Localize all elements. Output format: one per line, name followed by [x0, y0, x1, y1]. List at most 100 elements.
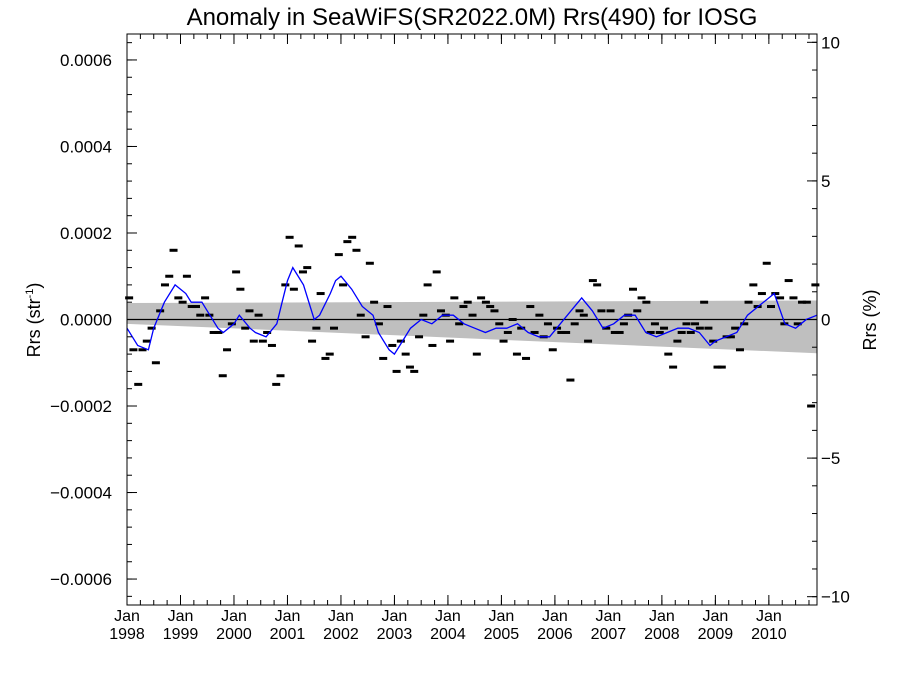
anomaly-point	[361, 335, 370, 339]
anomaly-point	[249, 339, 258, 343]
anomaly-point	[695, 326, 704, 330]
anomaly-point	[700, 300, 709, 304]
anomaly-point	[677, 330, 686, 334]
anomaly-point	[298, 270, 307, 274]
anomaly-point	[330, 326, 338, 330]
anomaly-point	[619, 322, 628, 326]
anomaly-point	[691, 322, 700, 326]
anomaly-point	[673, 339, 682, 343]
x-tick-year-label: 2004	[430, 626, 466, 643]
anomaly-point	[499, 339, 508, 343]
anomaly-point	[642, 300, 651, 304]
anomaly-point	[660, 326, 669, 330]
anomaly-point	[543, 322, 552, 326]
y-tick-label: 0.0002	[60, 224, 112, 243]
anomaly-point	[365, 261, 374, 265]
anomaly-point	[436, 309, 445, 313]
running-mean-line	[126, 266, 818, 356]
anomaly-point	[196, 313, 205, 317]
anomaly-point	[522, 356, 531, 360]
anomaly-point	[468, 313, 477, 317]
y-tick-label: 0.0004	[60, 137, 112, 156]
anomaly-point	[530, 330, 539, 334]
anomaly-point	[312, 326, 321, 330]
anomaly-point	[757, 292, 766, 296]
anomaly-point	[129, 348, 138, 352]
anomaly-point	[655, 330, 664, 334]
running-mean-path	[126, 266, 818, 356]
x-tick-month-label: Jan	[542, 608, 568, 625]
anomaly-point	[798, 300, 807, 304]
anomaly-point	[548, 348, 557, 352]
anomaly-point	[726, 335, 735, 339]
anomaly-point	[793, 322, 802, 326]
anomaly-point	[767, 305, 775, 309]
anomaly-point	[241, 326, 250, 330]
anomaly-point	[258, 339, 267, 343]
anomaly-point	[615, 330, 624, 334]
monthly-anomaly-points	[125, 235, 820, 408]
anomaly-point	[784, 279, 793, 283]
anomaly-point	[218, 374, 227, 378]
anomaly-point	[486, 305, 495, 309]
anomaly-point	[348, 235, 357, 239]
anomaly-point	[125, 296, 134, 300]
anomaly-point	[379, 356, 388, 360]
anomaly-point	[503, 330, 512, 334]
x-tick-month-label: Jan	[275, 608, 301, 625]
anomaly-point	[192, 305, 200, 309]
anomaly-point	[713, 365, 722, 369]
x-tick-year-label: 2010	[751, 626, 787, 643]
anomaly-point	[664, 352, 673, 356]
x-tick-year-label: 2005	[484, 626, 520, 643]
x-tick-year-label: 2008	[644, 626, 680, 643]
anomaly-point	[455, 322, 464, 326]
anomaly-point	[597, 309, 606, 313]
anomaly-point	[383, 305, 392, 309]
y2-tick-label: −5	[821, 449, 840, 468]
anomaly-point	[352, 248, 361, 252]
anomaly-point	[405, 365, 414, 369]
anomaly-point	[704, 326, 713, 330]
anomaly-point	[182, 274, 191, 278]
y-axis-left-label: Rrs (str-1)	[24, 283, 44, 358]
anomaly-point	[472, 352, 481, 356]
anomaly-point	[303, 266, 312, 270]
chart-title: Anomaly in SeaWiFS(SR2022.0M) Rrs(490) f…	[187, 4, 758, 31]
anomaly-point	[232, 270, 241, 274]
anomaly-point	[669, 365, 678, 369]
x-tick-month-label: Jan	[489, 608, 515, 625]
y-axis-left-label-exponent: -1	[24, 289, 36, 299]
anomaly-point	[289, 287, 298, 291]
x-tick-month-label: Jan	[382, 608, 408, 625]
x-tick-year-label: 2002	[323, 626, 359, 643]
x-tick-year-label: 1999	[163, 626, 199, 643]
anomaly-point	[579, 313, 588, 317]
x-tick-month-label: Jan	[702, 608, 728, 625]
anomaly-point	[339, 283, 348, 287]
anomaly-point	[602, 326, 611, 330]
anomaly-point	[749, 283, 758, 287]
x-tick-month-label: Jan	[756, 608, 782, 625]
anomaly-point	[633, 309, 642, 313]
axis-ticks: −0.0006 −0.0004 −0.0002 0.0000 0.0002 0.0004 0…	[50, 33, 850, 643]
anomaly-point	[744, 300, 753, 304]
x-tick-year-label: 2007	[591, 626, 627, 643]
anomaly-point	[343, 240, 352, 244]
anomaly-point	[709, 339, 718, 343]
anomaly-point	[593, 283, 602, 287]
x-tick-month-label: Jan	[328, 608, 354, 625]
x-tick-year-label: 1998	[109, 626, 145, 643]
anomaly-point	[316, 292, 325, 296]
anomaly-point	[236, 287, 245, 291]
anomaly-point	[432, 270, 441, 274]
anomaly-point	[610, 330, 619, 334]
anomaly-point	[731, 326, 740, 330]
anomaly-point	[138, 348, 147, 352]
anomaly-point	[526, 305, 535, 309]
anomaly-point	[584, 339, 593, 343]
anomaly-point	[254, 313, 263, 317]
anomaly-point	[401, 352, 410, 356]
anomaly-point	[245, 309, 254, 313]
